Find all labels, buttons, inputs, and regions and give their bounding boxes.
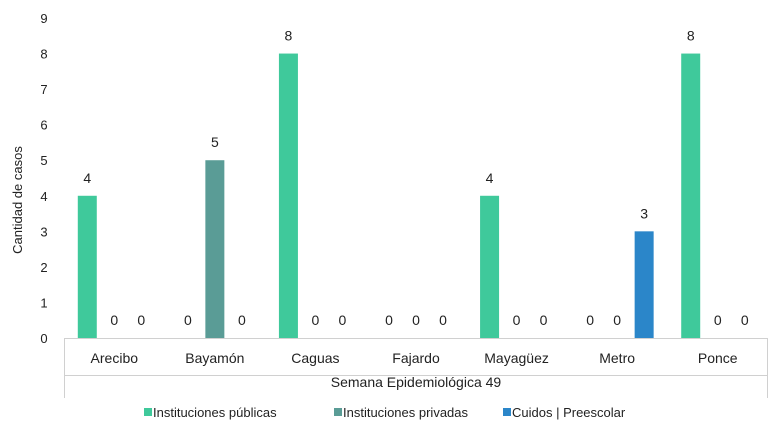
data-label: 0: [339, 312, 347, 328]
data-label: 0: [385, 312, 393, 328]
x-tick-label: Caguas: [291, 350, 339, 366]
data-label: 0: [741, 312, 749, 328]
data-label: 4: [83, 170, 91, 186]
bar: [480, 195, 500, 338]
data-label: 0: [586, 312, 594, 328]
data-label: 0: [540, 312, 548, 328]
data-label: 8: [687, 28, 695, 44]
data-label: 0: [184, 312, 192, 328]
x-tick-label: Arecibo: [91, 350, 139, 366]
y-tick-label: 5: [40, 153, 47, 168]
data-label: 0: [238, 312, 246, 328]
legend-swatch: [144, 408, 152, 416]
bar: [205, 160, 225, 338]
x-tick-label: Bayamón: [185, 350, 244, 366]
data-label: 0: [513, 312, 521, 328]
y-tick-label: 3: [40, 224, 47, 239]
x-tick-label: Metro: [599, 350, 635, 366]
y-tick-label: 8: [40, 47, 47, 62]
legend-label: Instituciones públicas: [153, 405, 277, 420]
data-label: 0: [110, 312, 118, 328]
x-tick-label: Ponce: [698, 350, 738, 366]
legend-swatch: [503, 408, 511, 416]
data-label: 0: [312, 312, 320, 328]
bar: [77, 195, 97, 338]
y-tick-label: 4: [40, 189, 47, 204]
data-label: 0: [439, 312, 447, 328]
group-axis-label: Semana Epidemiológica 49: [331, 374, 502, 390]
data-label: 0: [137, 312, 145, 328]
data-label: 0: [613, 312, 621, 328]
y-tick-label: 2: [40, 260, 47, 275]
y-tick-label: 9: [40, 11, 47, 26]
bar: [634, 231, 654, 338]
y-tick-label: 7: [40, 82, 47, 97]
data-label: 0: [714, 312, 722, 328]
data-label: 3: [640, 205, 648, 221]
data-label: 8: [285, 28, 293, 44]
x-tick-label: Fajardo: [392, 350, 440, 366]
legend-label: Instituciones privadas: [343, 405, 469, 420]
bar: [278, 53, 298, 339]
x-tick-label: Mayagüez: [484, 350, 549, 366]
data-label: 0: [412, 312, 420, 328]
y-tick-label: 0: [40, 331, 47, 346]
y-tick-label: 6: [40, 118, 47, 133]
data-label: 5: [211, 134, 219, 150]
y-axis-label: Cantidad de casos: [10, 146, 25, 254]
bar: [681, 53, 701, 339]
y-tick-label: 1: [40, 295, 47, 310]
legend-label: Cuidos | Preescolar: [512, 405, 626, 420]
data-label: 4: [486, 170, 494, 186]
legend-swatch: [334, 408, 342, 416]
